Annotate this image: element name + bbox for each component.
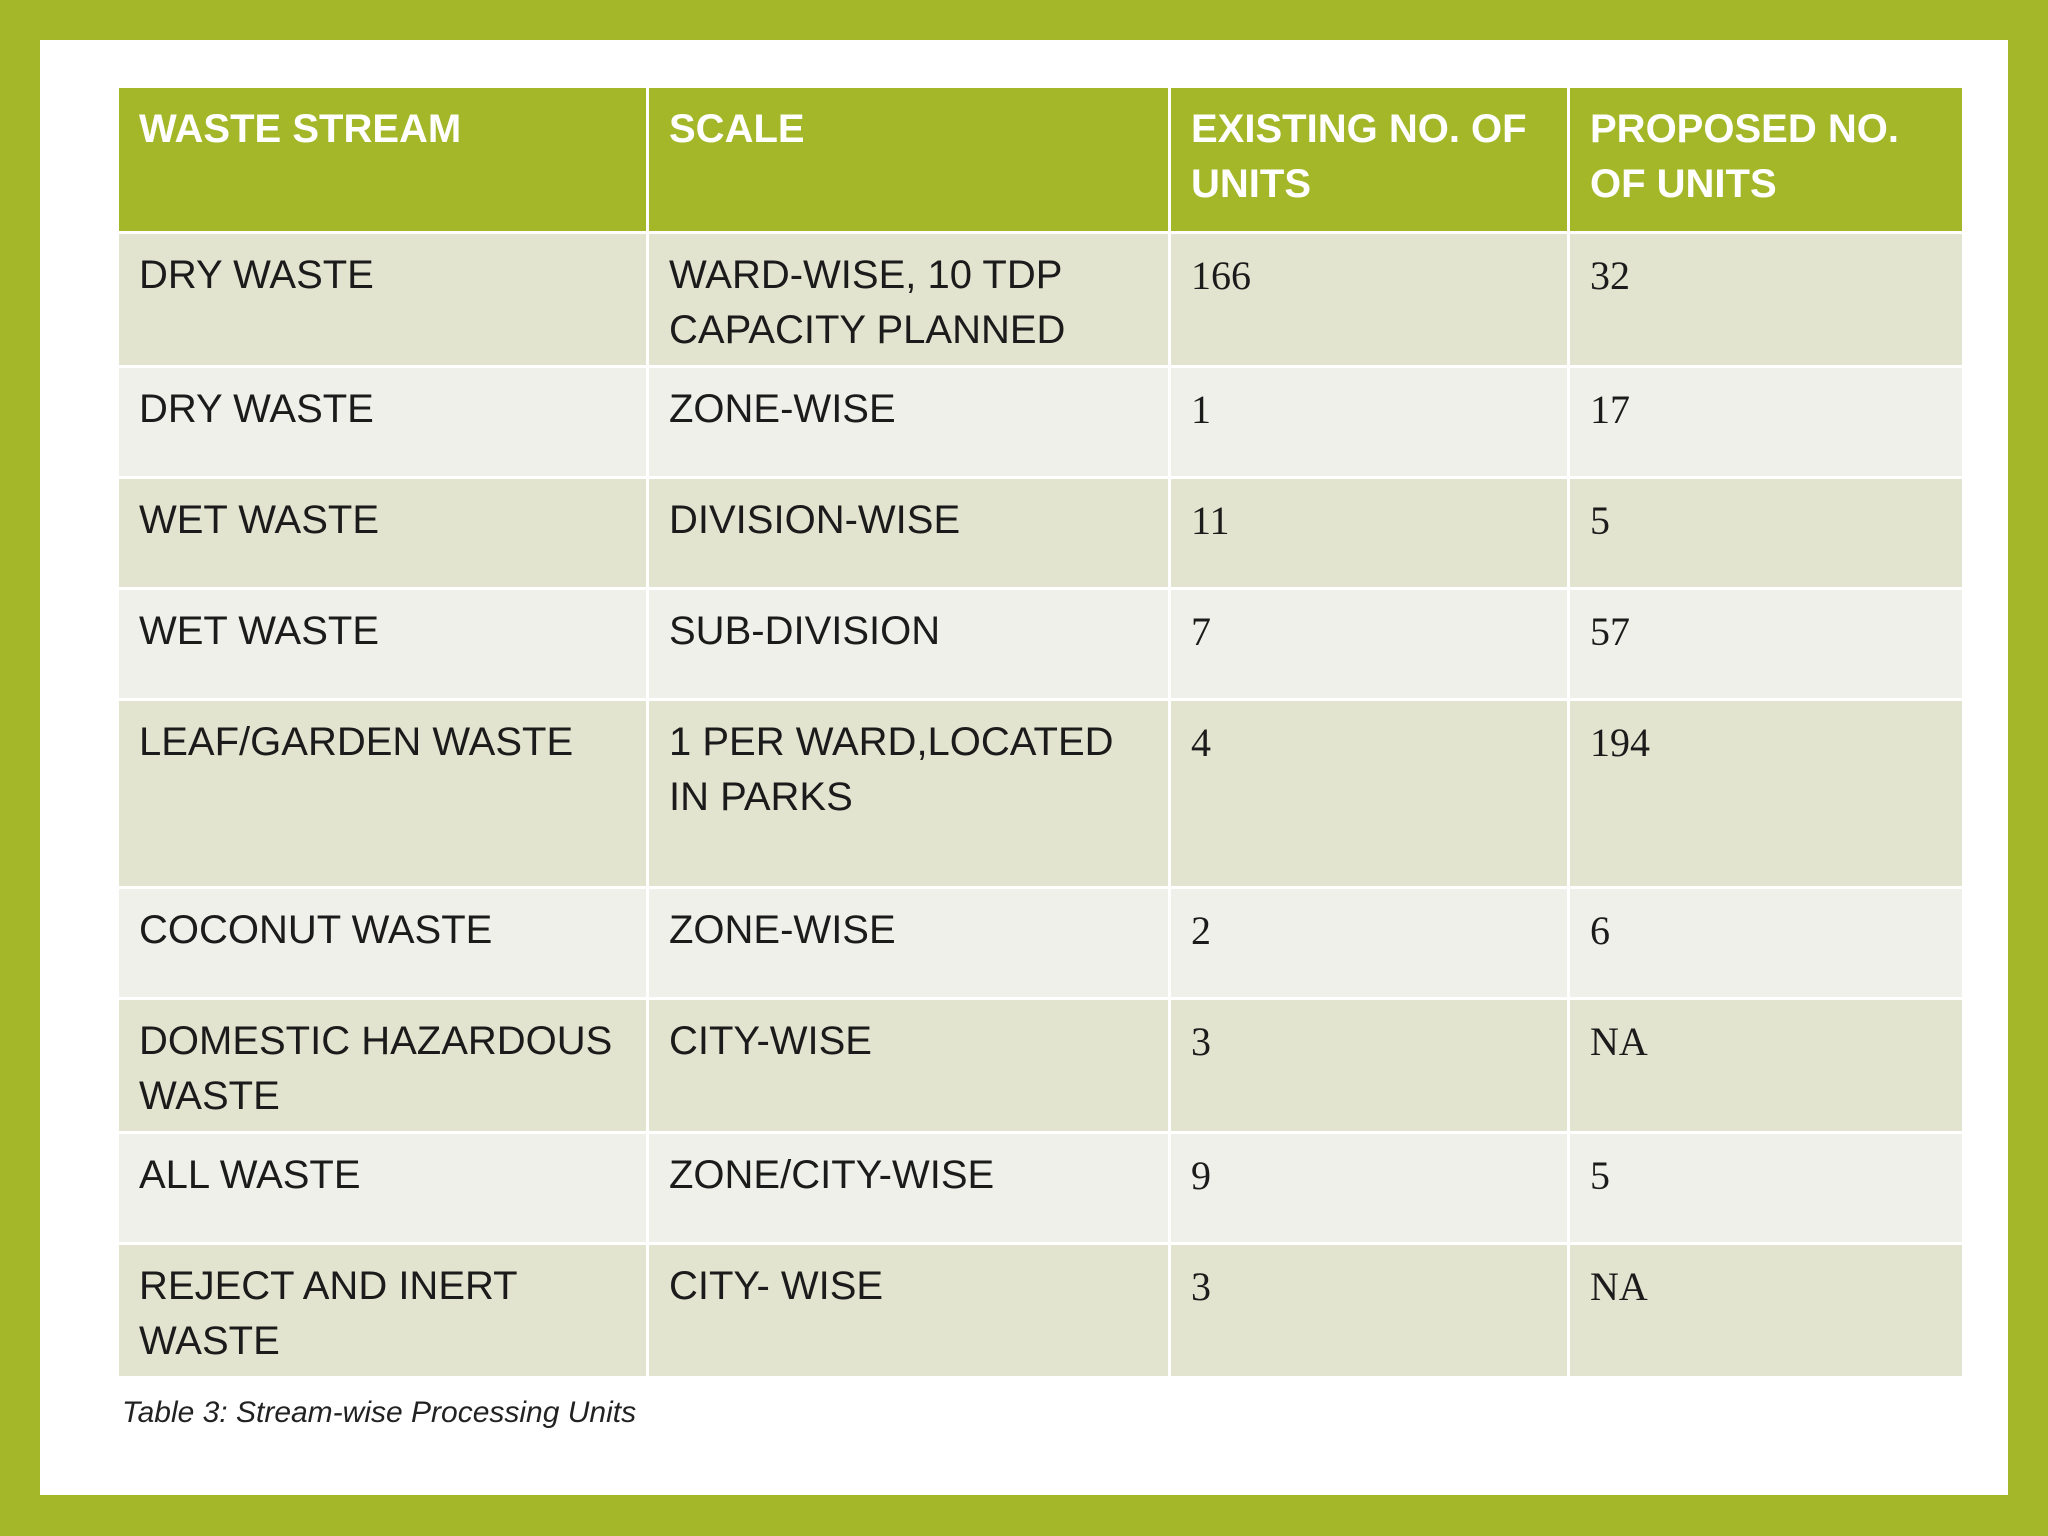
cell-waste-stream: COCONUT WASTE <box>116 886 649 1000</box>
cell-scale: ZONE-WISE <box>646 886 1171 1000</box>
cell-proposed-units: NA <box>1567 1242 1965 1379</box>
cell-scale: DIVISION-WISE <box>646 476 1171 590</box>
cell-proposed-units: 57 <box>1567 587 1965 701</box>
cell-existing-units: 166 <box>1168 231 1570 368</box>
cell-existing-units: 9 <box>1168 1131 1570 1245</box>
cell-waste-stream: REJECT AND INERT WASTE <box>116 1242 649 1379</box>
cell-proposed-units: 17 <box>1567 365 1965 479</box>
table-row: WET WASTE SUB-DIVISION 7 57 <box>116 587 1965 701</box>
table-row: LEAF/GARDEN WASTE 1 PER WARD,LOCATED IN … <box>116 698 1965 889</box>
cell-proposed-units: 194 <box>1567 698 1965 889</box>
table-row: REJECT AND INERT WASTE CITY- WISE 3 NA <box>116 1242 1965 1379</box>
cell-existing-units: 2 <box>1168 886 1570 1000</box>
table-row: DRY WASTE WARD-WISE, 10 TDP CAPACITY PLA… <box>116 231 1965 368</box>
table-caption: Table 3: Stream-wise Processing Units <box>122 1396 637 1429</box>
cell-proposed-units: 5 <box>1567 476 1965 590</box>
header-scale: SCALE <box>646 85 1171 234</box>
table-header-row: WASTE STREAM SCALE EXISTING NO. OF UNITS… <box>116 85 1965 234</box>
cell-existing-units: 3 <box>1168 1242 1570 1379</box>
cell-waste-stream: ALL WASTE <box>116 1131 649 1245</box>
cell-scale: ZONE/CITY-WISE <box>646 1131 1171 1245</box>
table-row: DOMESTIC HAZARDOUS WASTE CITY-WISE 3 NA <box>116 997 1965 1134</box>
cell-scale: ZONE-WISE <box>646 365 1171 479</box>
cell-existing-units: 1 <box>1168 365 1570 479</box>
cell-existing-units: 3 <box>1168 997 1570 1134</box>
processing-units-table: WASTE STREAM SCALE EXISTING NO. OF UNITS… <box>116 85 1965 1379</box>
cell-proposed-units: 5 <box>1567 1131 1965 1245</box>
cell-scale: 1 PER WARD,LOCATED IN PARKS <box>646 698 1171 889</box>
header-existing-units: EXISTING NO. OF UNITS <box>1168 85 1570 234</box>
cell-existing-units: 4 <box>1168 698 1570 889</box>
table-row: COCONUT WASTE ZONE-WISE 2 6 <box>116 886 1965 1000</box>
cell-scale: SUB-DIVISION <box>646 587 1171 701</box>
header-proposed-units: PROPOSED NO. OF UNITS <box>1567 85 1965 234</box>
cell-scale: WARD-WISE, 10 TDP CAPACITY PLANNED <box>646 231 1171 368</box>
cell-scale: CITY-WISE <box>646 997 1171 1134</box>
table-row: DRY WASTE ZONE-WISE 1 17 <box>116 365 1965 479</box>
cell-existing-units: 11 <box>1168 476 1570 590</box>
table-row: ALL WASTE ZONE/CITY-WISE 9 5 <box>116 1131 1965 1245</box>
cell-waste-stream: DRY WASTE <box>116 231 649 368</box>
cell-existing-units: 7 <box>1168 587 1570 701</box>
cell-waste-stream: DRY WASTE <box>116 365 649 479</box>
table-row: WET WASTE DIVISION-WISE 11 5 <box>116 476 1965 590</box>
header-waste-stream: WASTE STREAM <box>116 85 649 234</box>
cell-proposed-units: NA <box>1567 997 1965 1134</box>
cell-waste-stream: WET WASTE <box>116 476 649 590</box>
cell-proposed-units: 6 <box>1567 886 1965 1000</box>
cell-waste-stream: LEAF/GARDEN WASTE <box>116 698 649 889</box>
cell-proposed-units: 32 <box>1567 231 1965 368</box>
cell-scale: CITY- WISE <box>646 1242 1171 1379</box>
cell-waste-stream: DOMESTIC HAZARDOUS WASTE <box>116 997 649 1134</box>
cell-waste-stream: WET WASTE <box>116 587 649 701</box>
slide-page: WASTE STREAM SCALE EXISTING NO. OF UNITS… <box>40 40 2008 1495</box>
